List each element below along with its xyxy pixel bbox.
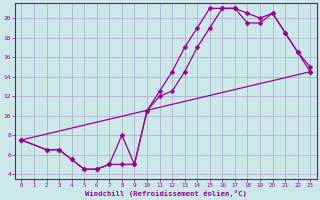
X-axis label: Windchill (Refroidissement éolien,°C): Windchill (Refroidissement éolien,°C) [85, 190, 247, 197]
